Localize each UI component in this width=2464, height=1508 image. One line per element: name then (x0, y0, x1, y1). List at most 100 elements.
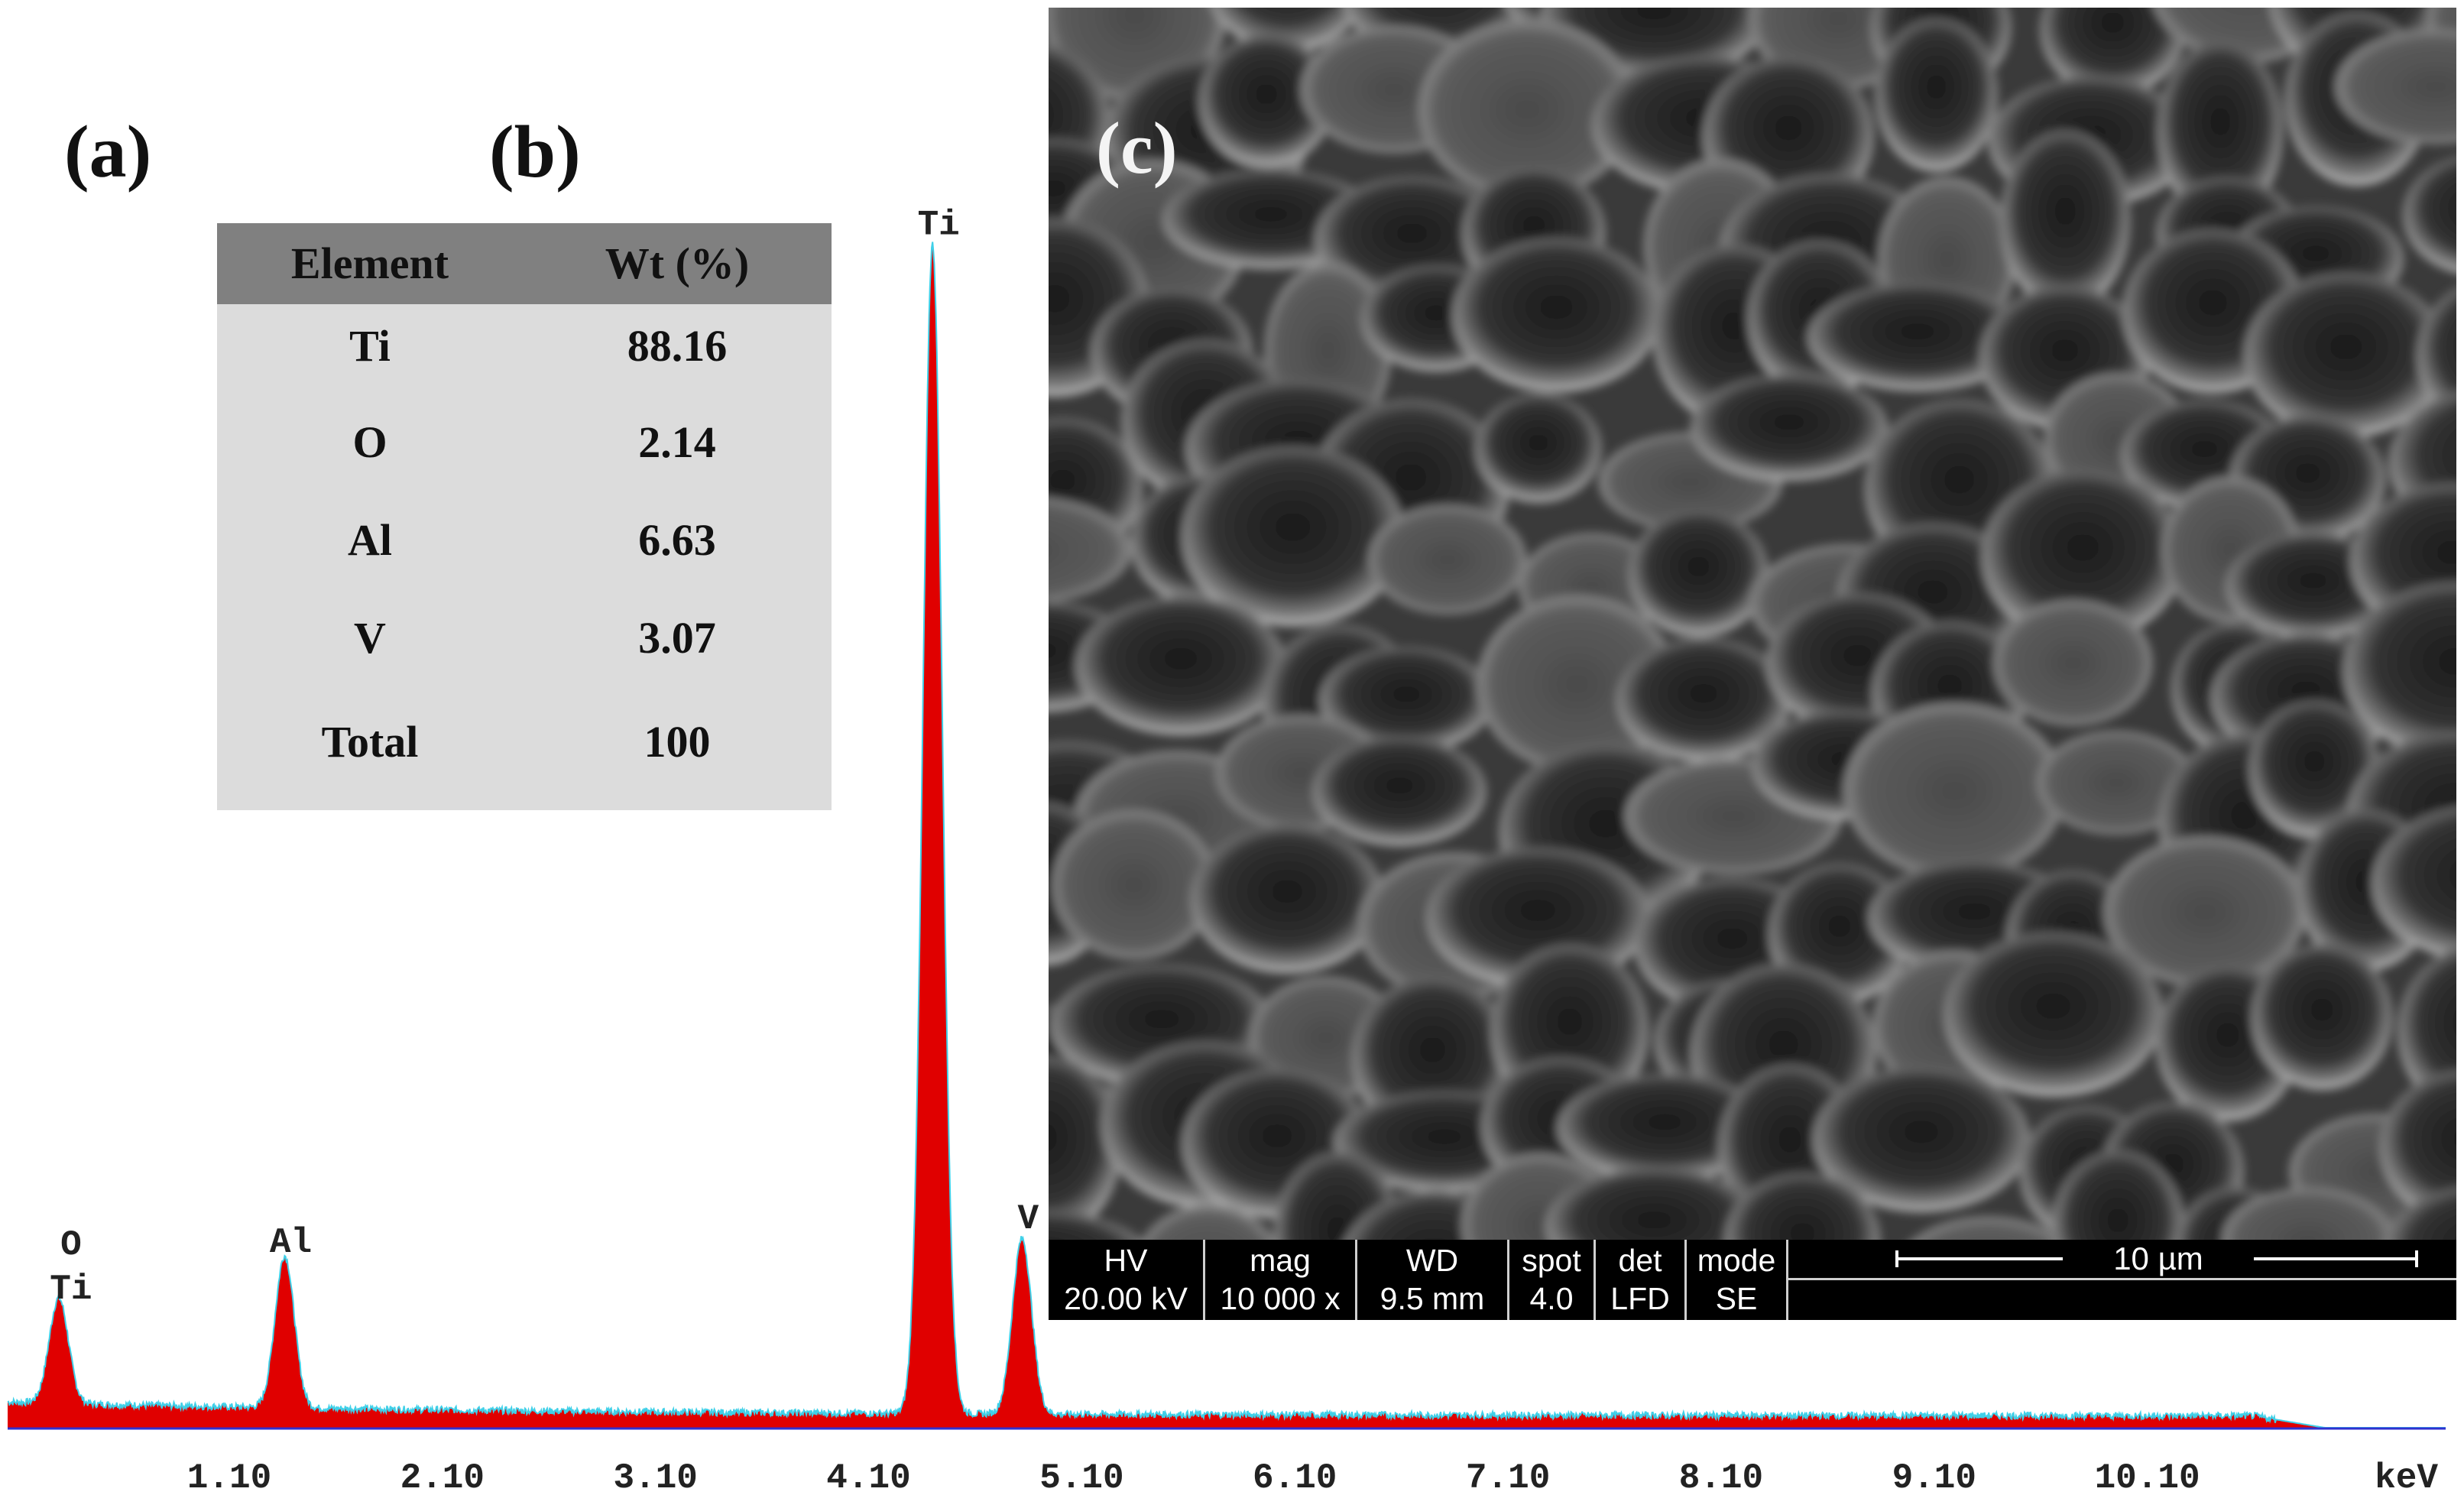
sem-grain (1190, 824, 1384, 974)
x-tick-label: 7.10 (1466, 1458, 1550, 1498)
peak-label: V (1017, 1199, 1039, 1239)
cell-element: V (354, 613, 386, 663)
sem-micrograph: (c) (1049, 8, 2456, 1240)
sem-grain (2335, 29, 2456, 144)
x-tick-label: 9.10 (1892, 1458, 1976, 1498)
cell-wt: 88.16 (627, 321, 728, 371)
sem-grain (2417, 287, 2456, 423)
sem-grain (1075, 595, 1286, 735)
sem-grain (2397, 948, 2456, 1114)
sem-micrograph-texture (1049, 8, 2456, 1240)
cell-wt: 6.63 (638, 515, 716, 565)
scale-bar-end-left (1895, 1250, 1898, 1267)
peak-label: Ti (918, 206, 960, 245)
sem-grain (2244, 272, 2448, 438)
sem-data-bar: HV 20.00 kV mag 10 000 x WD 9.5 mm spot … (1049, 1240, 2456, 1320)
sem-grain (1475, 394, 1602, 503)
panel-label-b: (b) (489, 111, 581, 193)
sem-grain (1690, 374, 1889, 481)
sem-grain (1141, 1204, 1276, 1240)
sem-grain (1182, 446, 1405, 627)
x-tick-label: 6.10 (1253, 1458, 1337, 1498)
sem-grain (2249, 700, 2380, 837)
header-element: Element (290, 238, 449, 288)
sem-grain (1993, 600, 2153, 726)
databar-separator (1507, 1240, 1509, 1320)
cell-element: Total (321, 717, 419, 767)
sem-grain (1628, 509, 1769, 637)
cell-element: Al (348, 515, 392, 565)
sem-grain (2343, 582, 2456, 759)
databar-mag: mag 10 000 x (1205, 1240, 1355, 1320)
databar-key: spot (1522, 1243, 1581, 1278)
sem-grain (1418, 20, 1636, 199)
sem-grain (1049, 1211, 1143, 1240)
databar-value: 9.5 mm (1380, 1281, 1485, 1316)
sem-grain (2051, 1150, 2184, 1240)
cell-wt: 2.14 (638, 417, 716, 467)
x-tick-label: 8.10 (1679, 1458, 1763, 1498)
sem-grain (1944, 932, 2163, 1097)
databar-mode: mode SE (1687, 1240, 1786, 1320)
cell-element: O (352, 417, 387, 467)
sem-grain (2251, 944, 2393, 1090)
peak-label: Al (270, 1223, 312, 1263)
cell-element: Ti (349, 321, 391, 371)
sem-grain (1049, 1055, 1122, 1239)
databar-value: 20.00 kV (1064, 1281, 1188, 1316)
sem-grain (1545, 1168, 1764, 1240)
databar-hv: HV 20.00 kV (1049, 1240, 1203, 1320)
sem-grain (1981, 470, 2184, 643)
databar-separator (1684, 1240, 1687, 1320)
databar-separator (1786, 1240, 1788, 1320)
header-wt: Wt (%) (605, 238, 750, 288)
spectrum-outline (7, 242, 2446, 1429)
databar-separator (1203, 1240, 1205, 1320)
sem-grain (1049, 498, 1132, 603)
sem-grain (1843, 702, 2066, 880)
sem-grain (1312, 736, 1487, 846)
x-tick-label: 2.10 (400, 1458, 485, 1498)
sem-grain (1812, 1066, 2030, 1212)
scale-bar-label: 10 µm (2063, 1240, 2254, 1278)
sem-grain (1724, 1172, 1881, 1240)
sem-grain (1616, 637, 1791, 762)
peak-label: O Ti (50, 1225, 92, 1309)
databar-separator (1355, 1240, 1357, 1320)
sem-grain (2104, 836, 2307, 987)
databar-value: LFD (1610, 1281, 1670, 1316)
sem-grain (1912, 1216, 2064, 1240)
cell-wt: 100 (644, 717, 711, 767)
sem-grain (1557, 1074, 1772, 1181)
x-tick-label: 1.10 (187, 1458, 271, 1498)
sem-grain (1319, 646, 1494, 753)
databar-key: det (1618, 1243, 1662, 1278)
sem-grain (1874, 18, 1999, 172)
databar-separator (1593, 1240, 1596, 1320)
databar-value: 10 000 x (1220, 1281, 1341, 1316)
x-tick-label: 4.10 (826, 1458, 910, 1498)
table-header: Element Wt (%) (217, 223, 832, 304)
sem-grain (1999, 130, 2131, 310)
sem-grain (2372, 806, 2456, 960)
databar-value: 4.0 (1529, 1281, 1574, 1316)
sem-grain (1452, 238, 1661, 392)
panel-label-c: (c) (1096, 107, 1178, 189)
databar-key: HV (1104, 1243, 1148, 1278)
databar-det: det LFD (1596, 1240, 1684, 1320)
sem-grain (2039, 8, 2186, 96)
x-tick-label: 10.10 (2095, 1458, 2200, 1498)
sem-grain (2402, 156, 2456, 273)
sem-grain (2222, 1188, 2394, 1240)
composition-table: Element Wt (%) Ti 88.16 O 2.14 Al 6.63 V… (217, 223, 832, 810)
databar-spot: spot 4.0 (1509, 1240, 1593, 1320)
sem-grain (1198, 34, 1334, 167)
databar-divider (1788, 1278, 2456, 1280)
sem-grain (2385, 1187, 2456, 1240)
sem-grain (1807, 283, 2028, 391)
panel-label-a: (a) (64, 111, 152, 193)
databar-key: mode (1697, 1243, 1776, 1278)
databar-wd: WD 9.5 mm (1357, 1240, 1507, 1320)
